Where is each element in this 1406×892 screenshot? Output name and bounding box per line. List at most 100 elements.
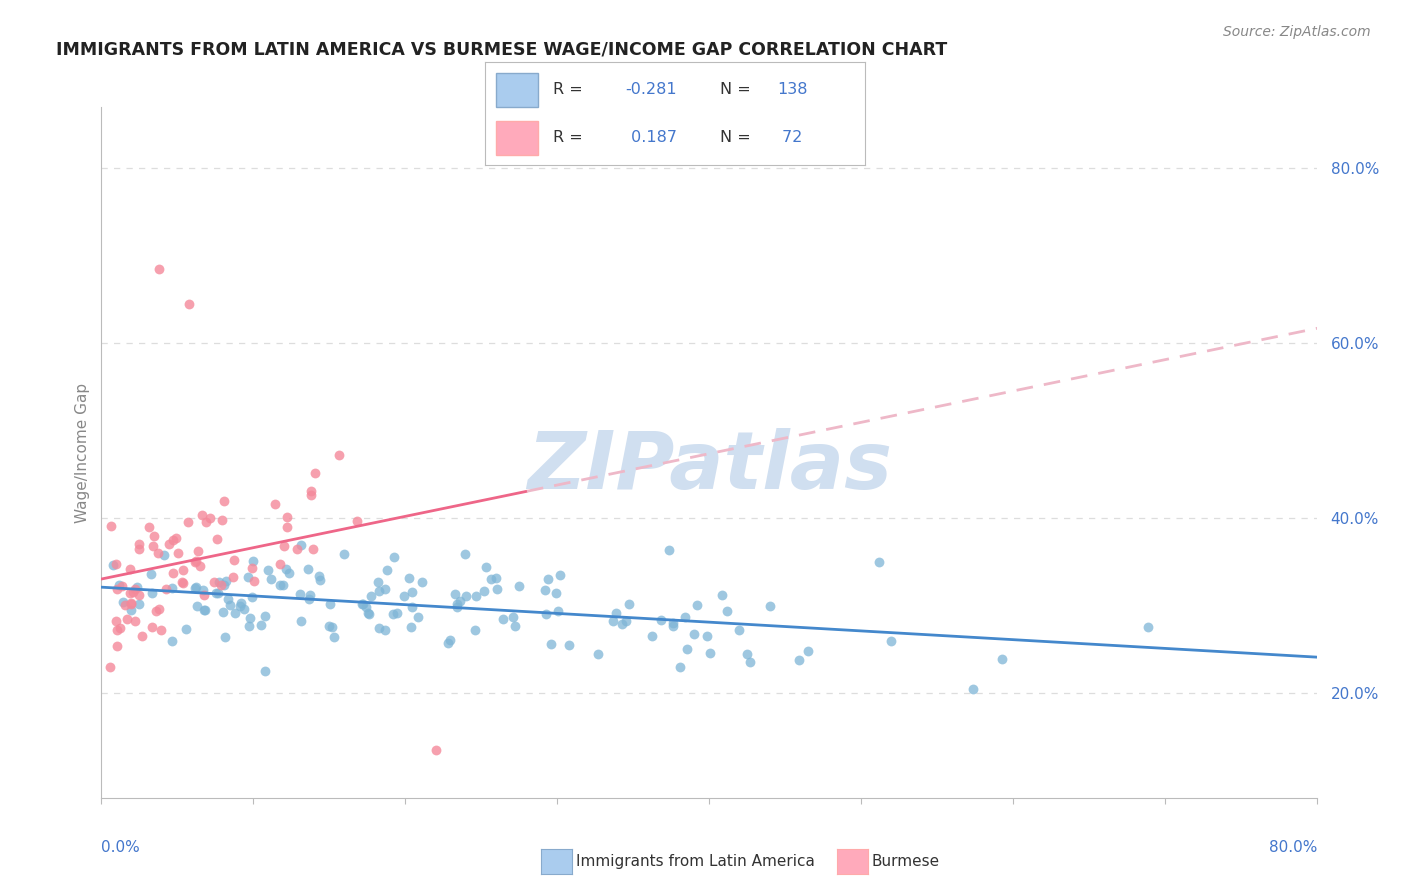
Point (346, 515, 368, 529)
Point (250, 618, 273, 632)
Point (382, 607, 405, 621)
Point (148, 261, 170, 276)
Point (167, 546, 190, 560)
Point (401, 600, 423, 615)
Point (503, 619, 526, 633)
Text: Immigrants from Latin America: Immigrants from Latin America (576, 855, 815, 869)
Point (302, 542, 325, 557)
Point (299, 588, 322, 602)
Point (179, 297, 201, 311)
Point (323, 630, 346, 644)
Point (253, 609, 276, 624)
Point (319, 597, 342, 611)
Point (586, 648, 609, 662)
Point (547, 604, 569, 618)
Point (131, 629, 153, 643)
Point (537, 572, 560, 586)
Point (224, 607, 246, 621)
Point (558, 639, 581, 653)
Point (122, 584, 145, 599)
Point (443, 587, 465, 601)
Point (128, 537, 150, 551)
Point (962, 681, 984, 696)
Point (239, 611, 262, 625)
Point (101, 558, 124, 573)
Point (360, 589, 382, 603)
Point (449, 594, 471, 608)
Point (728, 623, 751, 637)
Point (602, 614, 624, 628)
Point (696, 628, 718, 642)
Point (536, 607, 558, 621)
Point (675, 642, 697, 657)
Text: 0.0%: 0.0% (101, 840, 141, 855)
Point (273, 539, 295, 553)
Point (148, 602, 170, 616)
Point (118, 562, 141, 576)
Point (105, 582, 128, 596)
Point (375, 563, 398, 577)
Point (464, 589, 486, 603)
Point (236, 570, 259, 584)
Point (474, 559, 496, 574)
Point (357, 606, 380, 620)
Point (285, 541, 308, 556)
Point (288, 587, 311, 601)
Point (686, 598, 709, 612)
Point (215, 574, 238, 588)
Point (184, 580, 207, 594)
Point (787, 653, 810, 667)
Point (309, 573, 332, 587)
Point (464, 623, 486, 637)
Point (217, 592, 239, 607)
Text: 80.0%: 80.0% (1270, 840, 1317, 855)
Point (204, 586, 226, 600)
Point (207, 586, 229, 600)
Point (120, 596, 142, 610)
Point (374, 582, 396, 597)
Point (141, 585, 163, 599)
Point (127, 580, 149, 594)
Point (398, 571, 420, 585)
Point (492, 612, 515, 626)
Point (253, 665, 276, 679)
Point (367, 574, 389, 589)
Point (138, 520, 160, 534)
Point (198, 511, 221, 525)
Point (534, 583, 557, 598)
Point (605, 606, 627, 620)
Point (277, 566, 299, 581)
Point (290, 538, 312, 552)
Text: 0.187: 0.187 (626, 130, 676, 145)
Point (359, 607, 381, 621)
Point (321, 620, 343, 634)
Point (107, 623, 129, 637)
Point (367, 621, 389, 635)
Point (128, 542, 150, 557)
Point (231, 596, 253, 610)
Point (222, 570, 245, 584)
Point (177, 515, 200, 529)
Point (214, 578, 236, 592)
Point (193, 603, 215, 617)
Point (299, 488, 322, 502)
Point (308, 569, 330, 583)
Point (111, 579, 134, 593)
Point (165, 531, 187, 545)
Point (191, 508, 214, 522)
Point (486, 582, 509, 596)
Point (105, 639, 128, 653)
Point (710, 588, 733, 602)
Point (224, 553, 246, 567)
Point (205, 532, 228, 546)
Point (207, 574, 229, 589)
Point (128, 588, 150, 602)
Point (155, 582, 177, 596)
Point (673, 610, 696, 624)
Point (187, 544, 209, 558)
Point (699, 646, 721, 660)
Point (661, 619, 683, 633)
Point (162, 533, 184, 547)
Point (439, 633, 461, 648)
Point (218, 599, 240, 613)
